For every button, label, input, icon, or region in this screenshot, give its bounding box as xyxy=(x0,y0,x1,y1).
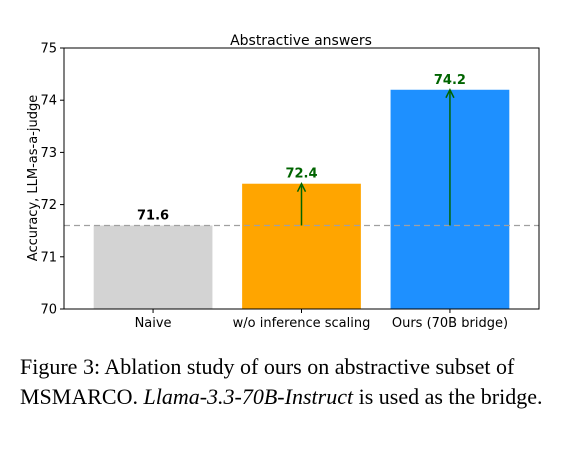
figure-caption: Figure 3: Ablation study of ours on abst… xyxy=(20,352,550,412)
bar-value-label: 71.6 xyxy=(137,208,169,223)
y-tick-label: 74 xyxy=(40,94,57,109)
x-tick-label: w/o inference scaling xyxy=(233,316,371,331)
bar-chart: Abstractive answers Accuracy, LLM-as-a-j… xyxy=(26,33,540,331)
plot-frame xyxy=(63,47,540,310)
caption-prefix: Figure 3: Ablation study of ours on abst… xyxy=(20,354,515,409)
x-tick-label: Naive xyxy=(135,316,172,331)
y-tick-label: 73 xyxy=(40,146,57,161)
x-tick-label: Ours (70B bridge) xyxy=(392,316,508,331)
y-tick-label: 75 xyxy=(40,42,57,57)
bar-value-label: 74.2 xyxy=(434,73,466,88)
y-axis-label: Accuracy, LLM-as-a-judge xyxy=(26,95,41,261)
caption-model-name: Llama-3.3-70B-Instruct xyxy=(143,384,354,409)
y-tick-label: 72 xyxy=(40,198,57,213)
y-tick-label: 70 xyxy=(40,303,57,318)
bar xyxy=(93,225,213,309)
improvement-arrow-head xyxy=(296,182,307,193)
y-tick-label: 71 xyxy=(40,250,57,265)
improvement-arrow-head xyxy=(445,88,455,99)
bar-value-label: 72.4 xyxy=(285,167,317,182)
caption-suffix: is used as the bridge. xyxy=(353,384,543,409)
chart-title: Abstractive answers xyxy=(230,33,372,49)
